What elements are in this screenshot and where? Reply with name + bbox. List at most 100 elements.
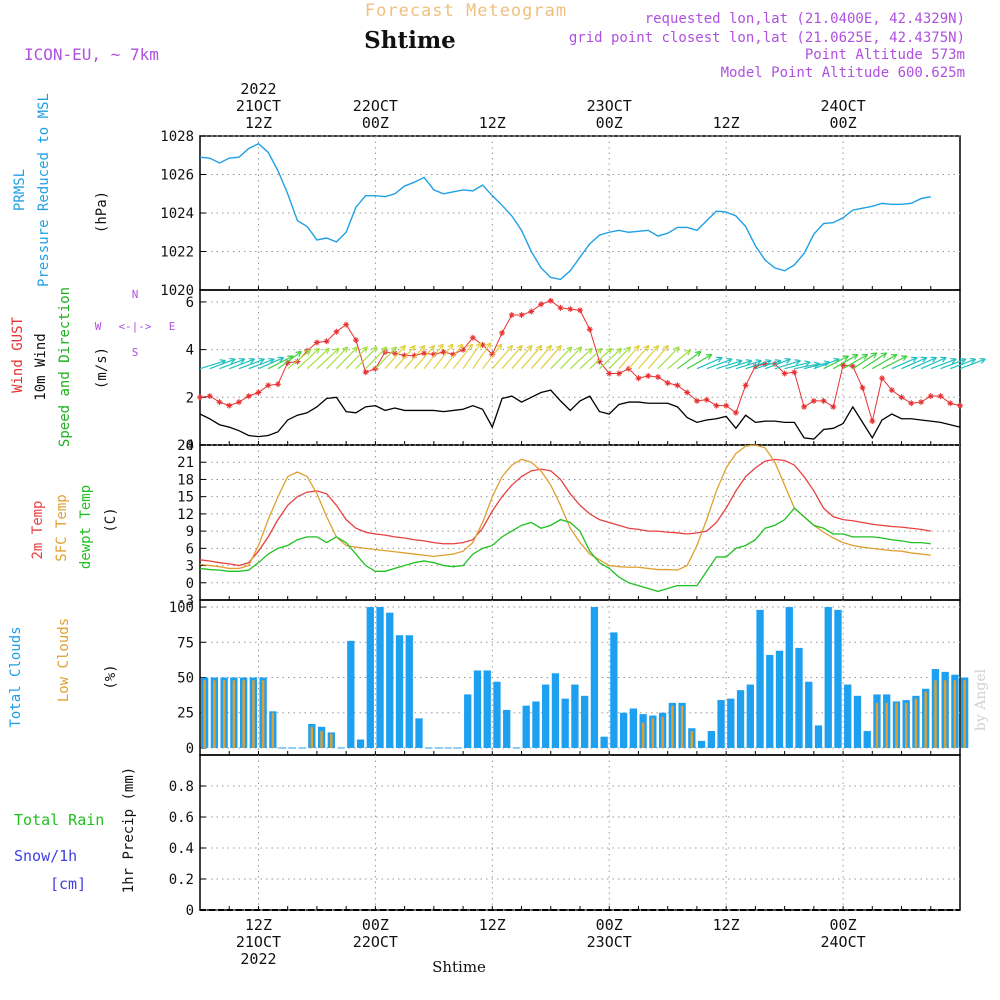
direction-arrow (355, 346, 378, 370)
gust-point (937, 393, 944, 400)
total-clouds-label: Total Clouds (8, 626, 24, 727)
direction-arrow (394, 345, 416, 370)
model-altitude: Model Point Altitude 600.625m (721, 65, 965, 81)
direction-arrow (569, 347, 593, 370)
snow-label: Snow/1h (14, 847, 77, 865)
gust-point (333, 328, 340, 335)
direction-arrow (794, 363, 820, 370)
direction-arrowhead (930, 356, 937, 363)
gust-point (401, 352, 408, 359)
direction-arrow (365, 346, 388, 370)
direction-arrowhead (496, 343, 503, 351)
low-cloud-bar (875, 702, 879, 748)
time-label-top: 23OCT (587, 97, 632, 115)
low-cloud-bar (895, 702, 898, 748)
direction-arrowhead (804, 360, 811, 367)
wind-ytick-label: 0 (186, 438, 194, 454)
low-cloud-bar (261, 680, 265, 748)
total-cloud-bar (415, 718, 423, 748)
direction-arrowhead (545, 344, 553, 352)
gust-point (840, 362, 847, 369)
gust-point (343, 321, 350, 328)
direction-arrow (745, 360, 772, 370)
time-label-top: 12Z (713, 114, 740, 132)
direction-arrow (764, 358, 791, 370)
direction-arrow (579, 347, 603, 370)
gust-point (888, 387, 895, 394)
precip-ytick-label: 0.2 (169, 872, 194, 888)
gust-point (411, 352, 418, 359)
total-cloud-bar (756, 609, 764, 748)
gust-point (830, 403, 837, 410)
direction-arrowhead (765, 359, 772, 366)
direction-arrow (667, 349, 691, 370)
gust-point (732, 409, 739, 416)
precip-frame (199, 754, 961, 911)
gust-point (391, 350, 398, 357)
direction-arrow (423, 343, 444, 370)
direction-arrow (833, 353, 859, 370)
clouds-ytick-label: 25 (177, 706, 194, 722)
low-cloud-bar (252, 680, 255, 748)
low-cloud-bar (924, 691, 927, 748)
dewpt-line (199, 507, 931, 593)
temperature-ytick-label: 9 (186, 524, 194, 540)
direction-arrowhead (586, 347, 593, 355)
direction-arrowhead (437, 343, 444, 351)
direction-arrow (599, 347, 622, 370)
direction-arrowhead (615, 347, 623, 355)
direction-arrowhead (726, 357, 733, 364)
clouds-ytick-label: 100 (169, 600, 194, 616)
direction-arrow (891, 357, 918, 370)
direction-arrow (940, 358, 967, 370)
low-cloud-bar (641, 722, 645, 748)
direction-arrow (628, 345, 650, 370)
direction-arrowhead (969, 357, 977, 364)
gust-point (255, 389, 262, 396)
time-label-bottom: 12Z (245, 916, 272, 934)
direction-arrow (589, 347, 613, 370)
total-cloud-bar (551, 673, 560, 748)
footer-station: Shtime (432, 958, 486, 976)
total-cloud-bar (347, 640, 355, 748)
sfc-line (199, 444, 931, 571)
gust-point (528, 308, 535, 315)
direction-arrowhead (652, 344, 660, 352)
temp-line (199, 458, 931, 567)
total-cloud-bar (600, 736, 608, 748)
direction-arrowhead (959, 357, 967, 364)
direction-arrowhead (911, 356, 918, 363)
temperature-ytick-label: -3 (177, 593, 194, 609)
total-cloud-bar (814, 725, 823, 748)
total-cloud-bar (464, 694, 472, 748)
direction-arrow (852, 352, 878, 370)
gust-point (518, 312, 525, 319)
direction-arrow (335, 346, 359, 370)
low-cloud-bar (271, 712, 275, 748)
direction-arrowhead (605, 347, 613, 355)
gust-point (235, 399, 242, 406)
low-cloud-bar (680, 705, 684, 748)
direction-arrowhead (238, 357, 246, 364)
plot-layer: 102010221024102610280246-303691215182124… (160, 80, 986, 968)
gust-point (197, 394, 203, 401)
direction-arrowhead (380, 346, 388, 353)
low-cloud-bar (651, 718, 655, 748)
direction-arrowhead (351, 346, 359, 353)
low-cloud-bar (242, 680, 245, 748)
low-cloud-bar (213, 680, 216, 748)
direction-arrowhead (342, 346, 349, 353)
gust-point (713, 402, 720, 409)
direction-arrow (374, 346, 397, 370)
pressure-line (199, 142, 931, 281)
gust-point (869, 418, 876, 425)
time-label-bottom: 00Z (830, 916, 857, 934)
direction-arrow (618, 345, 640, 370)
direction-arrowhead (485, 342, 492, 349)
direction-arrowhead (633, 344, 640, 352)
direction-arrowhead (506, 344, 514, 352)
gust-point (635, 375, 642, 382)
precip-ytick-label: 0.6 (169, 810, 194, 826)
